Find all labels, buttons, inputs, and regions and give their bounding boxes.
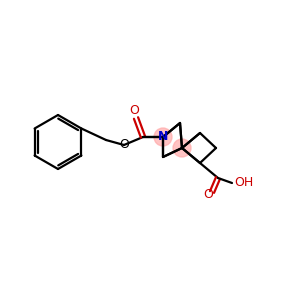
Text: N: N — [158, 130, 168, 143]
Circle shape — [173, 139, 191, 157]
Text: O: O — [119, 139, 129, 152]
Text: O: O — [203, 188, 213, 200]
Circle shape — [154, 128, 172, 146]
Text: O: O — [129, 104, 139, 118]
Text: OH: OH — [234, 176, 254, 190]
